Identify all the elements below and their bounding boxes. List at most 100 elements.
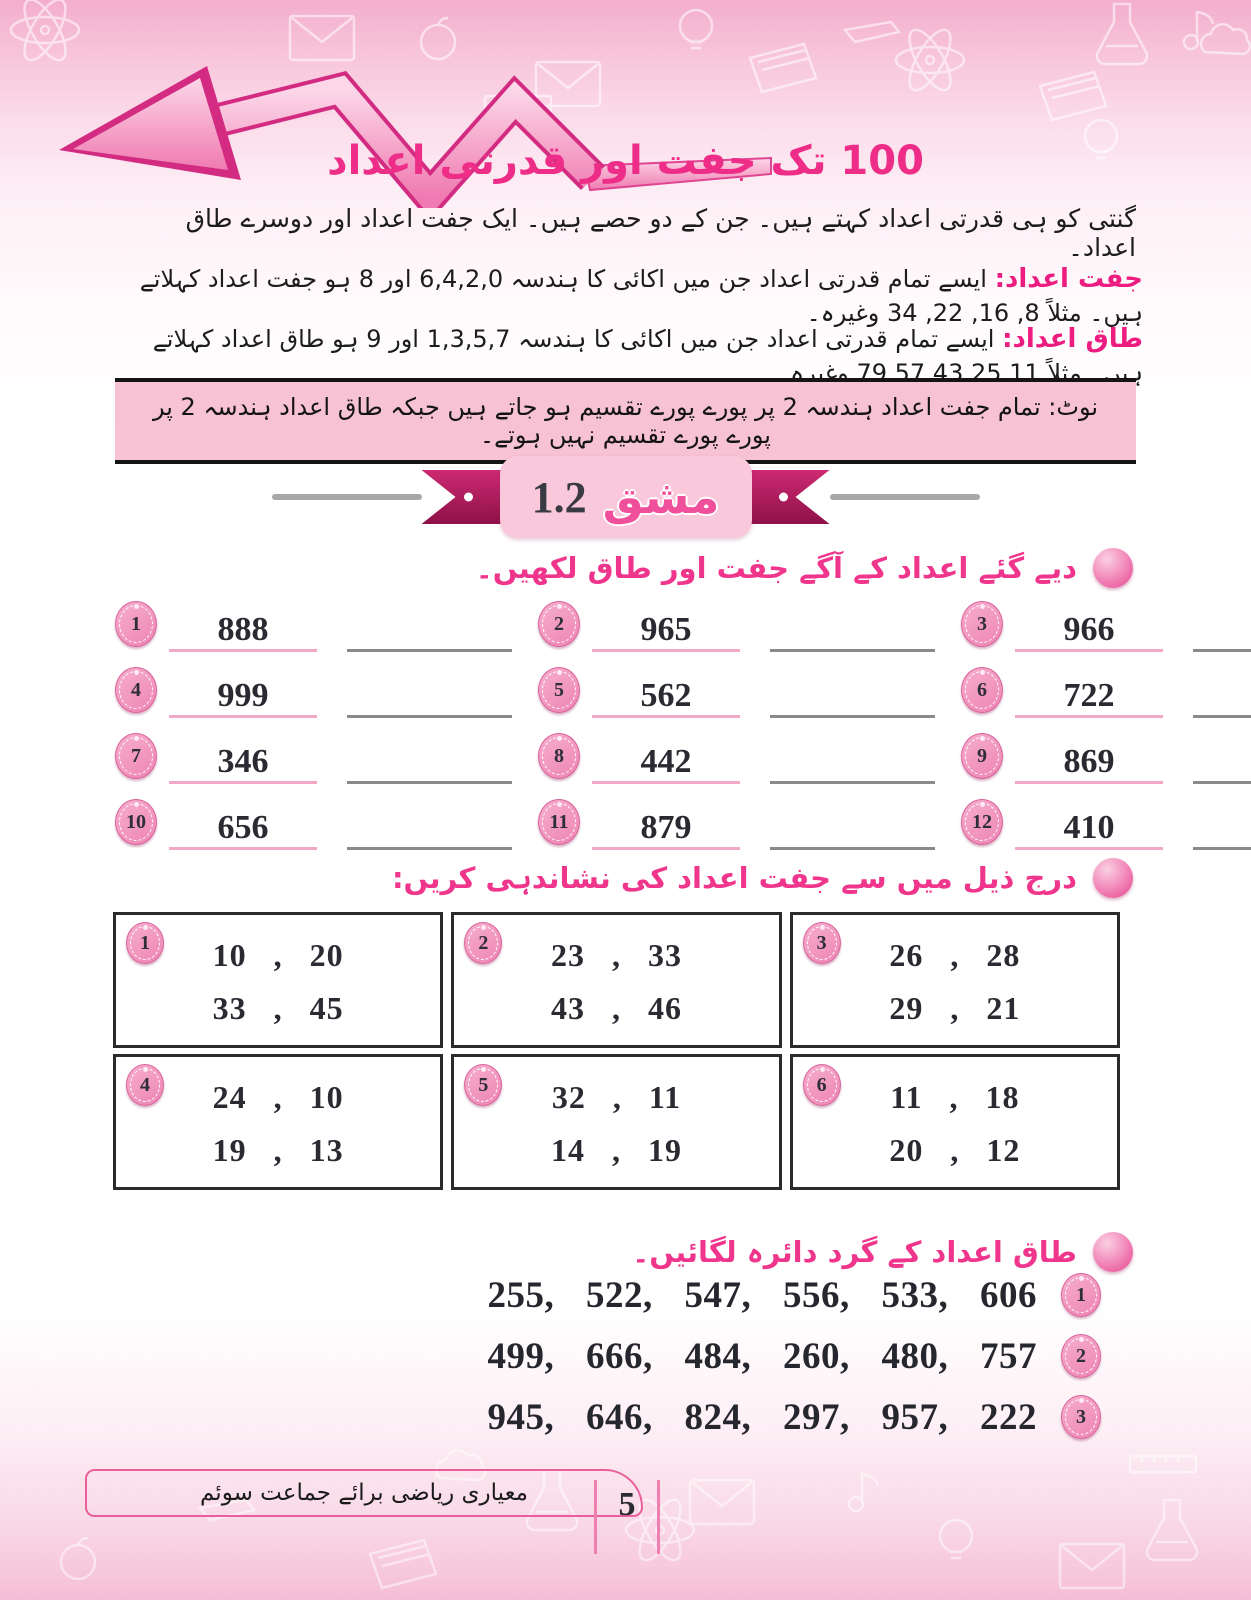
answer-blank[interactable] [1193, 612, 1251, 652]
answer-blank[interactable] [770, 612, 935, 652]
circle-numbers[interactable]: 255, 522, 547, 556, 533, 606 [487, 1274, 1037, 1316]
identify-box-6[interactable]: 6 11 , 18 20 , 12 [789, 1054, 1120, 1190]
box-number: 6 [816, 1073, 827, 1096]
question-value: 888 [169, 610, 317, 652]
question-value: 966 [1015, 610, 1163, 652]
question-item-1: 1 888 [115, 600, 512, 652]
question-item-3: 3 966 [961, 600, 1251, 652]
box-pair[interactable]: 33 , 45 [212, 990, 344, 1026]
question-value: 869 [1015, 742, 1163, 784]
question-value: 999 [169, 676, 317, 718]
question-value: 656 [169, 808, 317, 850]
question-badge: 6 [961, 667, 1003, 713]
identify-box-1[interactable]: 1 10 , 20 33 , 45 [113, 912, 444, 1048]
answer-blank[interactable] [770, 744, 935, 784]
box-pair[interactable]: 20 , 12 [889, 1132, 1021, 1168]
definition-odd-term: طاق اعداد: [1002, 324, 1143, 354]
question-value: 346 [169, 742, 317, 784]
box-pair[interactable]: 26 , 28 [889, 937, 1021, 973]
box-number: 1 [140, 931, 150, 954]
row-number: 1 [1076, 1283, 1086, 1306]
exercise-banner-box: 1.2 مشق [499, 456, 752, 538]
question-badge: 11 [538, 799, 580, 845]
answer-blank[interactable] [770, 810, 935, 850]
instruction-ex1-text: دیے گئے اعداد کے آگے جفت اور طاق لکھیں۔ [475, 551, 1077, 585]
question-badge: 3 [961, 601, 1003, 647]
answer-blank[interactable] [347, 612, 512, 652]
box-number: 2 [478, 931, 489, 954]
question-badge: 9 [961, 733, 1003, 779]
answer-blank[interactable] [1193, 678, 1251, 718]
identify-box-2[interactable]: 2 23 , 33 43 , 46 [451, 912, 782, 1048]
box-pair[interactable]: 14 , 19 [550, 1132, 682, 1168]
row-number: 3 [1076, 1405, 1086, 1428]
question-badge: 4 [115, 667, 157, 713]
odd-circle-rows: 255, 522, 547, 556, 533, 606 1 499, 666, … [487, 1272, 1101, 1440]
box-badge: 1 [126, 922, 164, 964]
row-badge: 1 [1061, 1273, 1101, 1317]
book-title-tab: معیاری ریاضی برائے جماعت سوئم [85, 1469, 643, 1517]
box-number: 4 [140, 1073, 150, 1096]
answer-blank[interactable] [770, 678, 935, 718]
question-number: 7 [131, 744, 141, 767]
circle-row-2: 499, 666, 484, 260, 480, 757 2 [487, 1333, 1101, 1379]
question-item-8: 8 442 [538, 732, 935, 784]
question-number: 11 [549, 810, 569, 833]
question-value: 410 [1015, 808, 1163, 850]
answer-blank[interactable] [347, 678, 512, 718]
intro-paragraph: گنتی کو ہی قدرتی اعداد کہتے ہیں۔ جن کے د… [185, 204, 1136, 262]
box-pair[interactable]: 11 , 18 [890, 1079, 1020, 1115]
row-number: 2 [1076, 1344, 1086, 1367]
question-item-5: 5 562 [538, 666, 935, 718]
bullet-circle-icon [1093, 1232, 1133, 1272]
ribbon-dot-icon [778, 492, 788, 502]
question-number: 3 [977, 612, 987, 635]
question-item-7: 7 346 [115, 732, 512, 784]
circle-row-1: 255, 522, 547, 556, 533, 606 1 [487, 1272, 1101, 1318]
identify-box-5[interactable]: 5 32 , 11 14 , 19 [451, 1054, 782, 1190]
question-item-9: 9 869 [961, 732, 1251, 784]
page-title: 100 تک جفت اور قدرتی اعداد [327, 138, 924, 184]
question-number: 6 [977, 678, 987, 701]
even-identify-boxes-grid: 1 10 , 20 33 , 45 2 23 , 33 43 , 46 3 26 , 28… [113, 912, 1120, 1190]
page-number-divider [657, 1480, 660, 1554]
answer-blank[interactable] [347, 810, 512, 850]
identify-box-3[interactable]: 3 26 , 28 29 , 21 [789, 912, 1120, 1048]
exercise-banner: 1.2 مشق [0, 452, 1251, 542]
box-badge: 2 [464, 922, 503, 964]
box-badge: 4 [126, 1064, 164, 1106]
box-pair[interactable]: 43 , 46 [550, 990, 682, 1026]
box-pair[interactable]: 19 , 13 [212, 1132, 344, 1168]
back-arrow-graphic [59, 66, 772, 208]
box-pair[interactable]: 29 , 21 [889, 990, 1021, 1026]
circle-numbers[interactable]: 499, 666, 484, 260, 480, 757 [487, 1335, 1037, 1377]
question-item-4: 4 999 [115, 666, 512, 718]
exercise-label: مشق [602, 470, 720, 524]
question-badge: 10 [115, 799, 157, 845]
box-number: 3 [816, 931, 827, 954]
box-pair[interactable]: 32 , 11 [551, 1079, 682, 1115]
question-value: 562 [592, 676, 740, 718]
box-badge: 6 [802, 1064, 841, 1106]
box-pair[interactable]: 10 , 20 [212, 937, 344, 973]
question-value: 722 [1015, 676, 1163, 718]
identify-box-4[interactable]: 4 24 , 10 19 , 13 [113, 1054, 444, 1190]
definition-even-numbers: جفت اعداد: ایسے تمام قدرتی اعداد جن میں … [100, 262, 1143, 329]
ribbon-dot-icon [463, 492, 473, 502]
circle-row-3: 945, 646, 824, 297, 957, 222 3 [487, 1394, 1101, 1440]
answer-blank[interactable] [347, 744, 512, 784]
exercise-number: 1.2 [531, 472, 587, 522]
box-pair[interactable]: 24 , 10 [212, 1079, 344, 1115]
note-box: نوٹ: تمام جفت اعداد ہندسہ 2 پر پورے پورے… [115, 378, 1136, 464]
bullet-circle-icon [1093, 858, 1133, 898]
answer-blank[interactable] [1193, 744, 1251, 784]
question-value: 442 [592, 742, 740, 784]
page-number: 5 [618, 1486, 636, 1523]
question-item-10: 10 656 [115, 798, 512, 850]
box-pair[interactable]: 23 , 33 [550, 937, 682, 973]
instruction-ex1: دیے گئے اعداد کے آگے جفت اور طاق لکھیں۔ [476, 548, 1133, 588]
question-number: 5 [554, 678, 564, 701]
question-item-6: 6 722 [961, 666, 1251, 718]
circle-numbers[interactable]: 945, 646, 824, 297, 957, 222 [487, 1396, 1037, 1438]
answer-blank[interactable] [1193, 810, 1251, 850]
